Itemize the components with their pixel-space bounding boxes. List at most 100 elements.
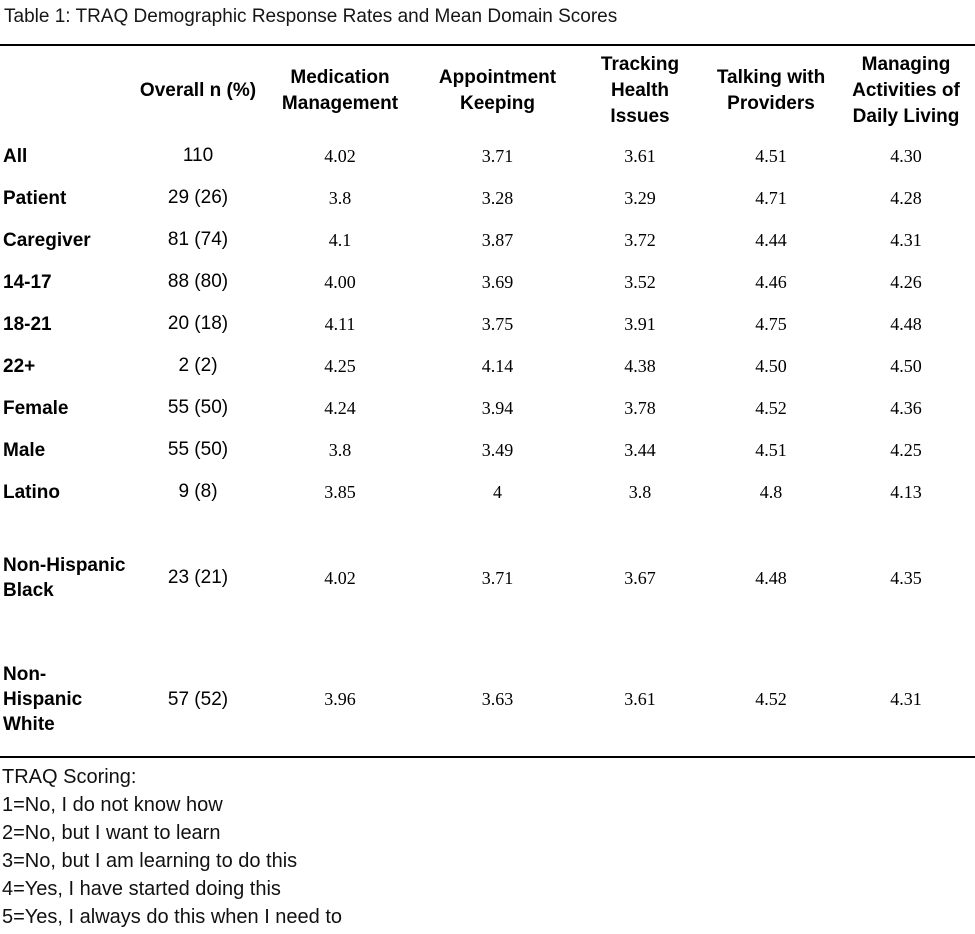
column-header-overall-n: Overall n (%) — [139, 79, 257, 101]
overall-n-cell: 29 (26) — [167, 187, 229, 208]
score-cell: 4.8 — [759, 481, 783, 502]
score-cell: 3.87 — [481, 229, 514, 250]
overall-n-cell: 9 (8) — [178, 481, 218, 502]
score-cell: 3.91 — [624, 313, 656, 334]
table-header-row: Overall n (%) Medication Management Appo… — [0, 46, 975, 135]
score-cell: 4.51 — [755, 439, 787, 460]
score-cell: 4.30 — [890, 145, 922, 166]
score-cell: 3.75 — [481, 313, 514, 334]
column-header-medication-management: Medication Management — [281, 66, 399, 114]
score-cell: 4.71 — [755, 187, 787, 208]
score-cell: 3.72 — [624, 229, 656, 250]
score-cell: 4.31 — [890, 689, 922, 709]
score-cell: 4.38 — [624, 355, 656, 376]
row-label: Non- Hispanic White — [3, 664, 83, 735]
scoring-item-3: 3=No, but I am learning to do this — [2, 850, 298, 872]
table-row-non-hispanic-black: Non-Hispanic Black 23 (21) 4.02 3.71 3.6… — [0, 513, 975, 643]
row-label: Female — [3, 397, 69, 419]
row-label: 22+ — [3, 355, 36, 377]
row-label: Caregiver — [3, 229, 91, 251]
table-row-male: Male 55 (50) 3.8 3.49 3.44 4.51 4.25 — [0, 429, 975, 471]
score-cell: 4.28 — [890, 187, 922, 208]
overall-n-cell: 110 — [182, 145, 214, 166]
overall-n-cell: 57 (52) — [167, 688, 229, 710]
score-cell: 3.8 — [328, 187, 352, 208]
score-cell: 3.94 — [481, 397, 514, 418]
row-label: Latino — [3, 481, 60, 503]
score-cell: 4.35 — [890, 567, 922, 588]
column-header-tracking-health-issues: Tracking Health Issues — [600, 53, 680, 127]
row-label: 14-17 — [3, 271, 52, 293]
score-cell: 3.61 — [624, 689, 656, 709]
table-row-latino: Latino 9 (8) 3.85 4 3.8 4.8 4.13 — [0, 471, 975, 513]
score-cell: 3.69 — [481, 271, 514, 292]
score-cell: 3.71 — [481, 567, 514, 588]
score-cell: 4.24 — [324, 397, 356, 418]
overall-n-cell: 55 (50) — [167, 439, 229, 460]
score-cell: 4.52 — [755, 397, 787, 418]
score-cell: 4.75 — [755, 313, 787, 334]
score-cell: 3.29 — [624, 187, 656, 208]
score-cell: 3.8 — [628, 481, 652, 502]
scoring-item-2: 2=No, but I want to learn — [2, 822, 221, 844]
table-row-patient: Patient 29 (26) 3.8 3.28 3.29 4.71 4.28 — [0, 177, 975, 219]
score-cell: 3.61 — [624, 145, 656, 166]
overall-n-cell: 23 (21) — [167, 567, 229, 588]
top-rule — [0, 44, 975, 46]
row-label: All — [3, 145, 28, 167]
score-cell: 4.46 — [755, 271, 787, 292]
score-cell: 4.44 — [755, 229, 787, 250]
score-cell: 3.63 — [481, 689, 514, 709]
score-cell: 4.25 — [890, 439, 922, 460]
score-cell: 4 — [493, 481, 502, 502]
table-row-22plus: 22+ 2 (2) 4.25 4.14 4.38 4.50 4.50 — [0, 345, 975, 387]
score-cell: 4.36 — [890, 397, 922, 418]
table-row-18-21: 18-21 20 (18) 4.11 3.75 3.91 4.75 4.48 — [0, 303, 975, 345]
table-row-all: All 110 4.02 3.71 3.61 4.51 4.30 — [0, 135, 975, 177]
score-cell: 4.1 — [328, 229, 352, 250]
scoring-item-1: 1=No, I do not know how — [2, 794, 223, 816]
score-cell: 4.25 — [324, 355, 356, 376]
row-label: 18-21 — [3, 313, 52, 335]
score-cell: 3.52 — [624, 271, 656, 292]
bottom-rule — [0, 756, 975, 758]
score-cell: 3.44 — [624, 439, 656, 460]
score-cell: 4.00 — [324, 271, 356, 292]
score-cell: 3.78 — [624, 397, 656, 418]
overall-n-cell: 20 (18) — [167, 313, 229, 334]
score-cell: 4.11 — [324, 313, 356, 334]
score-cell: 4.02 — [324, 567, 356, 588]
score-cell: 4.48 — [890, 313, 922, 334]
column-header-managing-adl: Managing Activities of Daily Living — [852, 53, 960, 127]
score-cell: 3.8 — [328, 439, 352, 460]
overall-n-cell: 81 (74) — [167, 229, 229, 250]
scoring-item-4: 4=Yes, I have started doing this — [2, 878, 281, 900]
score-cell: 4.31 — [890, 229, 922, 250]
score-cell: 3.71 — [481, 145, 514, 166]
row-label: Patient — [3, 187, 67, 209]
score-cell: 3.28 — [481, 187, 514, 208]
row-label: Non-Hispanic Black — [3, 555, 126, 601]
score-cell: 3.96 — [324, 689, 356, 709]
score-cell: 4.02 — [324, 145, 356, 166]
score-cell: 4.52 — [755, 689, 787, 709]
score-cell: 3.85 — [324, 481, 356, 502]
score-cell: 4.50 — [755, 355, 787, 376]
table-row-caregiver: Caregiver 81 (74) 4.1 3.87 3.72 4.44 4.3… — [0, 219, 975, 261]
scoring-heading: TRAQ Scoring: — [2, 766, 137, 788]
overall-n-cell: 2 (2) — [178, 355, 218, 376]
score-cell: 4.51 — [755, 145, 787, 166]
column-header-appointment-keeping: Appointment Keeping — [438, 66, 557, 114]
score-cell: 4.14 — [481, 355, 514, 376]
score-cell: 4.48 — [755, 567, 787, 588]
score-cell: 4.26 — [890, 271, 922, 292]
table-row-14-17: 14-17 88 (80) 4.00 3.69 3.52 4.46 4.26 — [0, 261, 975, 303]
overall-n-cell: 88 (80) — [167, 271, 229, 292]
row-label: Male — [3, 439, 46, 461]
column-header-talking-with-providers: Talking with Providers — [716, 66, 826, 114]
table-title: Table 1: TRAQ Demographic Response Rates… — [4, 6, 618, 27]
score-cell: 3.67 — [624, 567, 656, 588]
scoring-item-5: 5=Yes, I always do this when I need to — [2, 906, 343, 928]
table-row-non-hispanic-white: Non- Hispanic White 57 (52) 3.96 3.63 3.… — [0, 643, 975, 756]
